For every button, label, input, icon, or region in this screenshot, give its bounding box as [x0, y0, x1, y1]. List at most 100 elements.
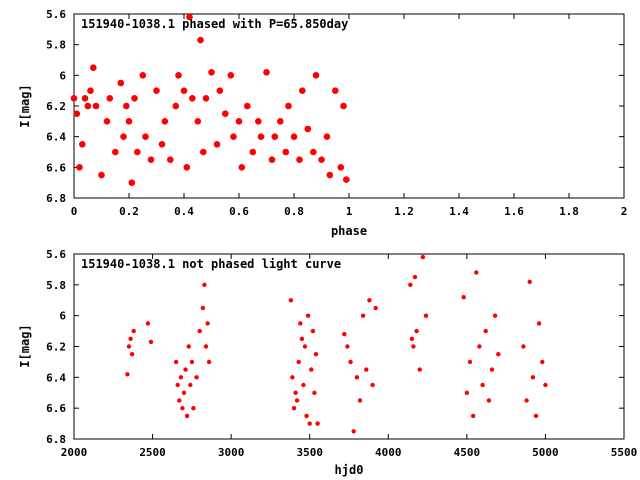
data-point — [129, 352, 135, 357]
data-point — [470, 413, 476, 419]
data-point — [222, 110, 229, 117]
x-tick-label: 4000 — [375, 446, 402, 459]
data-point — [216, 87, 224, 94]
data-point — [357, 398, 363, 403]
data-point — [172, 102, 180, 110]
y-tick-label: 5.6 — [46, 8, 66, 21]
data-point — [298, 321, 303, 326]
data-point — [296, 359, 301, 365]
data-point — [167, 156, 174, 163]
x-tick-label: 1.4 — [449, 205, 469, 218]
y-axis-label: I[mag] — [18, 84, 32, 127]
data-point — [351, 429, 356, 434]
data-point — [186, 344, 191, 349]
x-tick-label: 0.4 — [174, 205, 194, 218]
data-point — [230, 133, 237, 140]
data-point — [340, 102, 347, 110]
y-axis-label: I[mag] — [18, 324, 32, 367]
data-point — [412, 274, 418, 280]
data-point — [483, 328, 488, 334]
data-point — [285, 102, 292, 110]
data-point — [249, 148, 257, 156]
data-point — [268, 156, 276, 163]
y-tick-label: 6.4 — [46, 371, 66, 384]
data-point — [213, 141, 221, 148]
data-point — [120, 133, 127, 140]
data-point — [244, 102, 251, 110]
x-tick-label: 3500 — [296, 446, 323, 459]
data-point — [423, 313, 429, 318]
data-point — [206, 359, 212, 365]
x-tick-label: 1 — [346, 205, 353, 218]
data-point — [123, 102, 130, 110]
data-point — [238, 164, 246, 171]
data-point — [139, 72, 147, 79]
data-point — [310, 328, 316, 334]
data-point — [202, 282, 207, 287]
data-point — [533, 413, 539, 419]
data-point — [200, 305, 206, 311]
chart-title: 151940-1038.1 phased with P=65.850day — [81, 17, 348, 31]
data-point — [147, 156, 155, 163]
data-point — [310, 148, 317, 156]
data-point — [315, 421, 320, 426]
plot-frame — [73, 13, 625, 199]
data-point — [181, 390, 187, 395]
y-tick-label: 5.8 — [46, 39, 66, 52]
data-point — [282, 148, 290, 156]
data-point — [461, 295, 466, 300]
data-point — [489, 367, 495, 372]
data-point — [323, 133, 331, 140]
data-point — [131, 95, 138, 102]
data-point — [326, 171, 334, 179]
data-point — [302, 344, 308, 349]
chart-title: 151940-1038.1 not phased light curve — [81, 257, 341, 271]
data-point — [145, 321, 151, 326]
data-point — [175, 382, 180, 388]
data-point — [370, 382, 375, 388]
data-point — [296, 156, 303, 163]
x-tick-label: 0.8 — [284, 205, 304, 218]
data-point — [540, 359, 545, 365]
data-point — [175, 72, 182, 79]
y-tick-label: 6.8 — [46, 192, 66, 205]
data-point — [271, 133, 279, 140]
y-tick-label: 6.8 — [46, 433, 66, 446]
data-point — [288, 298, 294, 303]
data-point — [142, 133, 149, 140]
data-point — [337, 164, 345, 171]
data-point — [134, 148, 141, 156]
x-tick-label: 1.2 — [394, 205, 414, 218]
x-tick-label: 5500 — [611, 446, 638, 459]
y-tick-label: 6.2 — [46, 100, 66, 113]
data-point — [70, 95, 78, 102]
x-tick-label: 5000 — [532, 446, 559, 459]
data-point — [309, 367, 314, 372]
data-point — [312, 390, 317, 395]
y-tick-group: 5.6 5.8 6 6.2 6.4 6.6 6.8 — [46, 248, 624, 446]
data-point — [318, 156, 325, 163]
data-point — [301, 382, 306, 388]
data-point — [186, 13, 193, 21]
data-point — [354, 375, 360, 380]
x-tick-label: 2000 — [61, 446, 88, 459]
data-point — [180, 87, 188, 94]
data-point — [345, 344, 350, 349]
data-point — [90, 64, 97, 71]
x-tick-label: 4500 — [454, 446, 481, 459]
data-point — [158, 141, 166, 148]
data-point — [128, 179, 136, 186]
data-point — [277, 118, 284, 125]
y-tick-label: 6.6 — [46, 161, 66, 174]
data-point — [307, 421, 312, 426]
x-axis-label: phase — [331, 224, 367, 238]
data-point — [205, 321, 210, 326]
data-point — [474, 270, 479, 275]
data-point — [177, 398, 182, 403]
data-point — [417, 367, 422, 372]
data-point — [184, 413, 190, 419]
data-point — [299, 336, 305, 341]
x-tick-group: 0 0.2 0.4 0.6 0.8 1 1.2 1.4 1.6 1.8 2 — [71, 14, 627, 218]
data-point — [291, 406, 297, 411]
data-point — [527, 279, 532, 284]
